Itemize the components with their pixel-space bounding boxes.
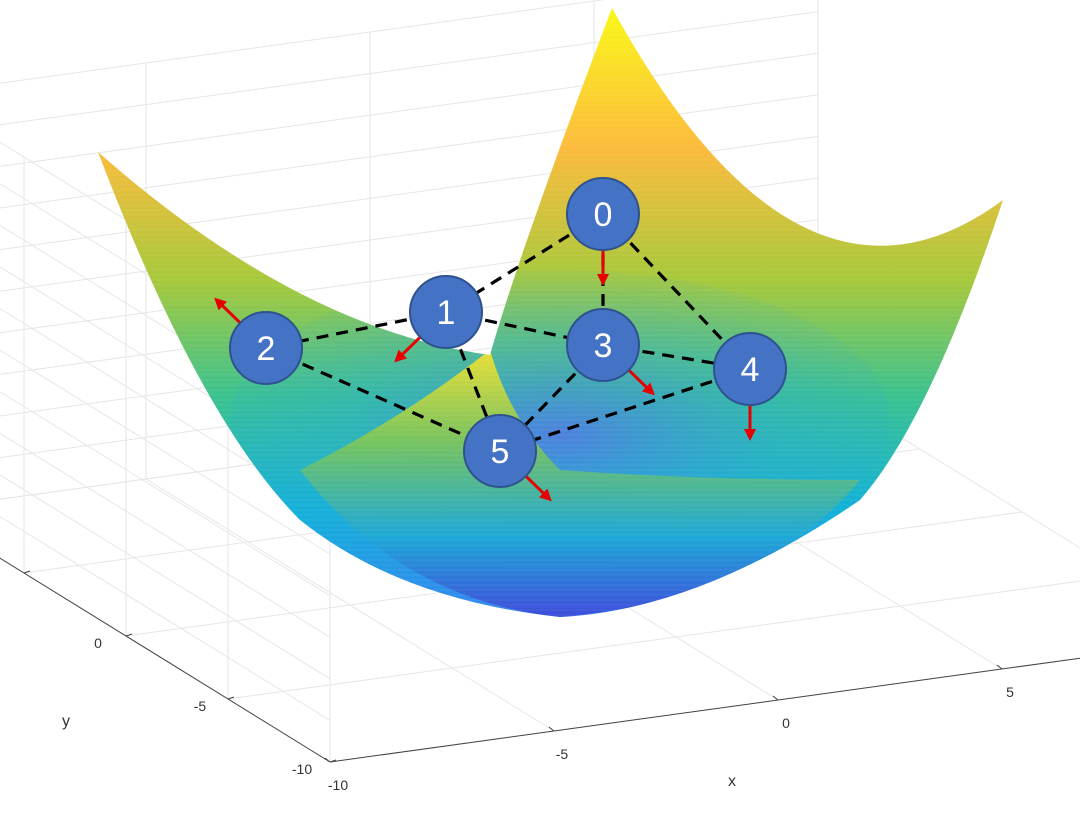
wall-gridline-z — [0, 52, 819, 167]
y-tick-mark — [125, 633, 133, 637]
x-tick-label: 5 — [1006, 684, 1014, 700]
graph-node — [463, 414, 537, 488]
force-arrow-head — [744, 429, 756, 441]
wall-gridline-z — [0, 391, 331, 597]
y-tick-label: 0 — [94, 635, 102, 651]
graph-edge — [265, 346, 501, 453]
graph-node — [713, 332, 787, 406]
axes: -10-50510-10-505100204060801001201401601… — [0, 557, 1080, 793]
y-tick-mark — [329, 759, 337, 763]
x-tick-mark — [324, 757, 331, 763]
y-tick-mark — [227, 696, 235, 700]
graph-node — [409, 275, 483, 349]
force-arrow-head — [214, 297, 227, 311]
y-axis-label: y — [62, 713, 70, 730]
x-tick-mark — [996, 664, 1003, 670]
x-axis-line — [329, 657, 1080, 763]
graph-node-label: 0 — [594, 196, 613, 234]
graph-node-label: 4 — [741, 351, 760, 389]
wall-gridline-z — [0, 11, 819, 126]
x-tick-mark — [548, 726, 555, 732]
force-arrow-head — [539, 488, 552, 502]
y-axis-line — [0, 557, 331, 763]
x-axis-label: x — [728, 773, 736, 790]
floor-gridline-y — [329, 657, 1080, 763]
graph-edge — [499, 367, 751, 453]
y-tick-label: -10 — [292, 761, 312, 777]
x-tick-label: -5 — [556, 746, 569, 762]
graph-edge — [601, 212, 752, 371]
floor-gridline-y — [227, 580, 1080, 700]
x-tick-mark — [772, 695, 779, 701]
x-tick-label: 0 — [782, 715, 790, 731]
graph-node — [566, 177, 640, 251]
graph-node-label: 5 — [491, 433, 510, 471]
graph-node-label: 1 — [437, 294, 456, 332]
graph-node-label: 3 — [594, 327, 613, 365]
wall-gridline-z — [0, 0, 605, 84]
wall-gridline-z — [0, 349, 331, 555]
y-tick-label: -5 — [194, 698, 207, 714]
force-arrow-head — [394, 349, 407, 363]
graph-overlay: 0 1 2 3 4 5 — [214, 177, 787, 502]
x-tick-label: -10 — [328, 777, 348, 793]
force-arrow-head — [642, 382, 655, 396]
wall-gridline-z — [0, 515, 331, 721]
graph-node-label: 2 — [257, 330, 276, 368]
y-tick-mark — [23, 570, 31, 574]
graph-node — [229, 311, 303, 385]
wall-gridline-z — [0, 557, 331, 763]
force-arrow-head — [597, 274, 609, 286]
wall-gridline-z — [0, 432, 331, 638]
graph-node — [566, 308, 640, 382]
wall-gridline-z — [0, 474, 331, 680]
floor-gridline-x — [0, 557, 331, 763]
